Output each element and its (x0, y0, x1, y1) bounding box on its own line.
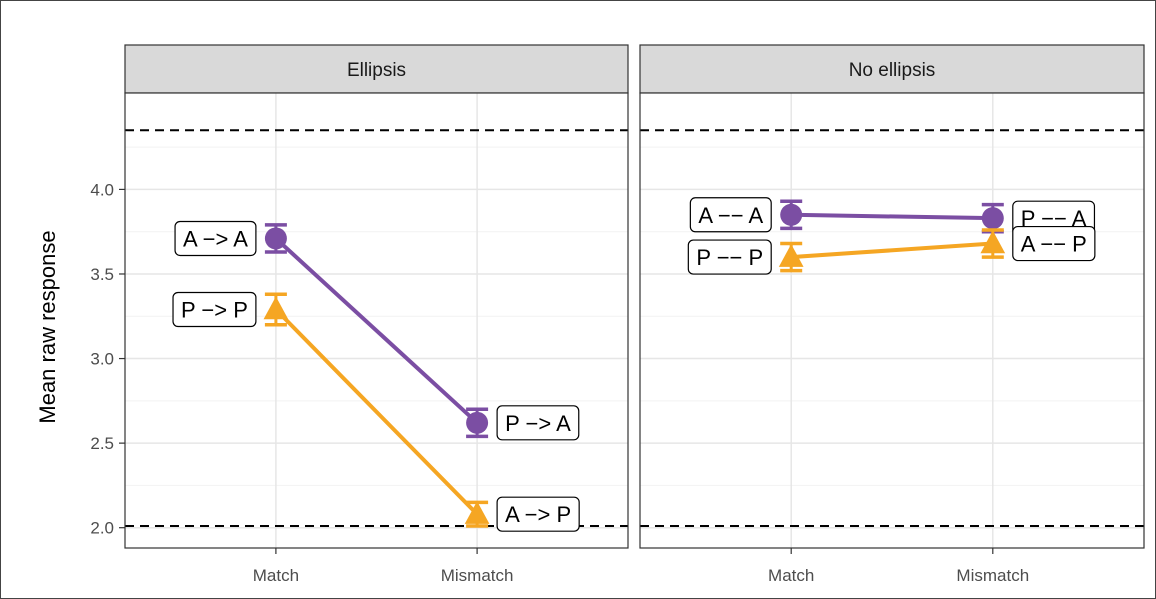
point-label: P −> A (505, 411, 571, 436)
x-tick-label: Mismatch (956, 566, 1029, 585)
panel-strip (124, 44, 629, 94)
point-label: P −− P (696, 245, 763, 270)
y-tick-label: 4.0 (90, 180, 114, 199)
data-point (981, 207, 1004, 230)
y-tick-label: 2.5 (90, 434, 114, 453)
panel-title: Ellipsis (347, 60, 406, 81)
point-label: A −− A (698, 203, 763, 228)
point-label: A −− P (1021, 232, 1087, 257)
data-point (264, 227, 287, 250)
panel-grid (640, 93, 1144, 548)
series-line (274, 308, 479, 516)
panel-border (124, 92, 629, 549)
y-tick-label: 3.5 (90, 265, 114, 284)
x-tick-label: Match (253, 566, 299, 585)
y-tick-labels: 2.0 2.5 3.0 3.5 4.0 (90, 180, 125, 538)
data-point (263, 296, 289, 320)
data-point (780, 203, 803, 226)
point-label: P −> P (181, 298, 248, 323)
series-line (274, 236, 479, 425)
point-label-box (172, 291, 257, 328)
point-label: A −> A (183, 226, 248, 251)
panel-ellipsis: Ellipsis A −> A P −> A P −> P A −> P (124, 44, 629, 549)
point-label-box (689, 197, 772, 233)
x-tick-label: Mismatch (441, 566, 514, 585)
panel-strip (639, 44, 1145, 94)
point-label-box (687, 239, 772, 275)
panel-reference-lines (125, 129, 628, 528)
panel-series: A −> A P −> A P −> P A −> P (172, 220, 580, 532)
x-tick-label: Match (768, 566, 814, 585)
data-point (466, 411, 489, 434)
y-tick-label: 3.0 (90, 350, 114, 369)
point-label-box (1012, 225, 1096, 262)
panel-background (640, 93, 1144, 548)
point-label-box (496, 405, 580, 441)
series-line (791, 241, 993, 260)
y-tick-label: 2.0 (90, 519, 114, 538)
series-line (791, 212, 993, 221)
panel-title: No ellipsis (849, 60, 936, 81)
point-label-box (174, 220, 257, 257)
data-point (980, 230, 1006, 254)
data-point (778, 244, 804, 267)
point-label-box (496, 496, 580, 532)
y-axis-title: Mean raw response (35, 230, 60, 423)
x-tick-labels: Match Mismatch Match Mismatch (253, 548, 1029, 585)
point-label: A −> P (505, 502, 571, 527)
panel-border (639, 92, 1145, 549)
data-point (464, 501, 490, 524)
panel-reference-lines (640, 129, 1144, 528)
